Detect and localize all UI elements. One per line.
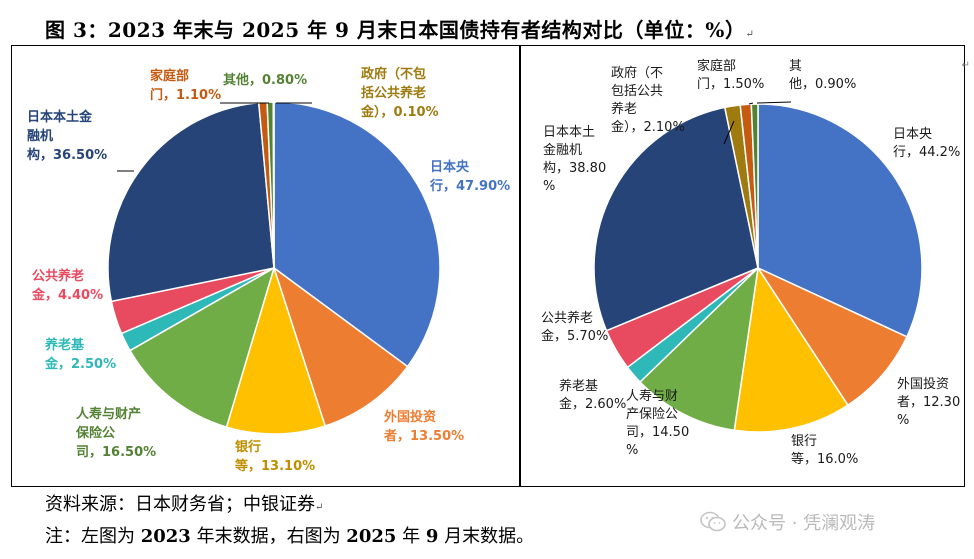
leader-line (756, 101, 792, 104)
pie-label-insurance: 人寿与财产 保险公 司，16.50% (76, 407, 157, 460)
left-pie-panel: 日本央 行，47.90% 外国投资 者，13.50% 银行 等，13.10% 人… (11, 45, 520, 487)
left-pie-chart (107, 101, 441, 435)
pie-label-foreign: 外国投资 者，12.30 % (897, 377, 961, 428)
pie-label-pension-fund: 养老基 金，2.50% (45, 338, 117, 372)
figure-title-text: 图 3：2023 年末与 2025 年 9 月末日本国债持有者结构对比（单位：%… (45, 18, 746, 42)
pie-label-other: 其 他，0.90% (789, 59, 857, 92)
pie-label-public-pension: 公共养老 金，4.40% (32, 269, 104, 303)
pie-slice-3 (639, 265, 760, 432)
pie-label-pension-fund: 养老基 金，2.60% (559, 379, 627, 412)
pie-slice-3 (128, 266, 276, 428)
pie-slice-0 (273, 101, 441, 368)
note-year-left: 2023 (140, 526, 191, 547)
pie-slice-1 (755, 266, 908, 407)
pie-label-public-pension: 公共养老 金，5.70% (541, 311, 609, 344)
note-year-right: 2025 (346, 526, 397, 547)
pie-slice-6 (107, 101, 275, 303)
pie-slice-9 (272, 101, 275, 269)
pie-slice-2 (733, 265, 849, 433)
note-mid-2: 年 (396, 526, 426, 547)
paragraph-mark: ↵ (745, 29, 755, 40)
pie-slice-0 (757, 103, 923, 338)
pie-label-household: 家庭部 门，1.50% (697, 59, 765, 92)
pie-slice-2 (225, 265, 327, 435)
pie-label-banks: 银行 等，16.0% (791, 434, 859, 467)
watermark: 公众号 · 凭澜观涛 (700, 509, 875, 535)
leader-line (723, 120, 735, 145)
watermark-text: 公众号 · 凭澜观涛 (732, 513, 876, 534)
pie-label-government: 政府（不 包括公共 养老 金），2.10% (611, 66, 685, 135)
pie-label-domestic-fi: 日本本土 金融机 构，38.80 % (543, 125, 607, 194)
pie-label-domestic-fi: 日本本土金 融机 构，36.50% (27, 110, 108, 163)
pie-slice-9 (750, 103, 759, 269)
note-prefix: 注：左图为 (45, 526, 141, 547)
paragraph-mark: ↵ (315, 502, 324, 513)
note-suffix: 月末数据。 (438, 526, 535, 547)
pie-slice-6 (593, 106, 759, 332)
pie-label-insurance: 人寿与财 产保险公 司，14.50 % (626, 389, 690, 458)
pie-label-foreign: 外国投资 者，13.50% (384, 410, 465, 444)
pie-label-boj: 日本央 行，44.2% (893, 127, 961, 160)
note-mid-1: 年末数据，右图为 (190, 526, 347, 547)
paragraph-mark: ↵ (961, 60, 970, 71)
pie-label-other: 其他，0.80% (223, 73, 308, 88)
pie-label-government: 政府（不包 括公共养老 金），0.10% (361, 67, 439, 120)
source-note: 资料来源：日本财务省；中银证券↵ (45, 490, 323, 516)
note-month: 9 (425, 526, 439, 547)
leader-line (748, 102, 754, 105)
pie-label-boj: 日本央 行，47.90% (430, 160, 511, 194)
source-text: 资料来源：日本财务省；中银证券 (45, 494, 315, 515)
pie-label-banks: 银行 等，13.10% (235, 440, 316, 474)
figure-note: 注：左图为 2023 年末数据，右图为 2025 年 9 月末数据。 (45, 522, 534, 548)
right-pie-panel: 日本央 行，44.2% 外国投资 者，12.30 % 银行 等，16.0% 人寿… (520, 45, 965, 487)
pie-label-household: 家庭部 门，1.10% (150, 69, 222, 103)
figure-title: 图 3：2023 年末与 2025 年 9 月末日本国债持有者结构对比（单位：%… (45, 14, 754, 43)
pie-slice-1 (272, 266, 409, 427)
wechat-icon (700, 511, 726, 533)
right-pie-chart (593, 101, 923, 433)
